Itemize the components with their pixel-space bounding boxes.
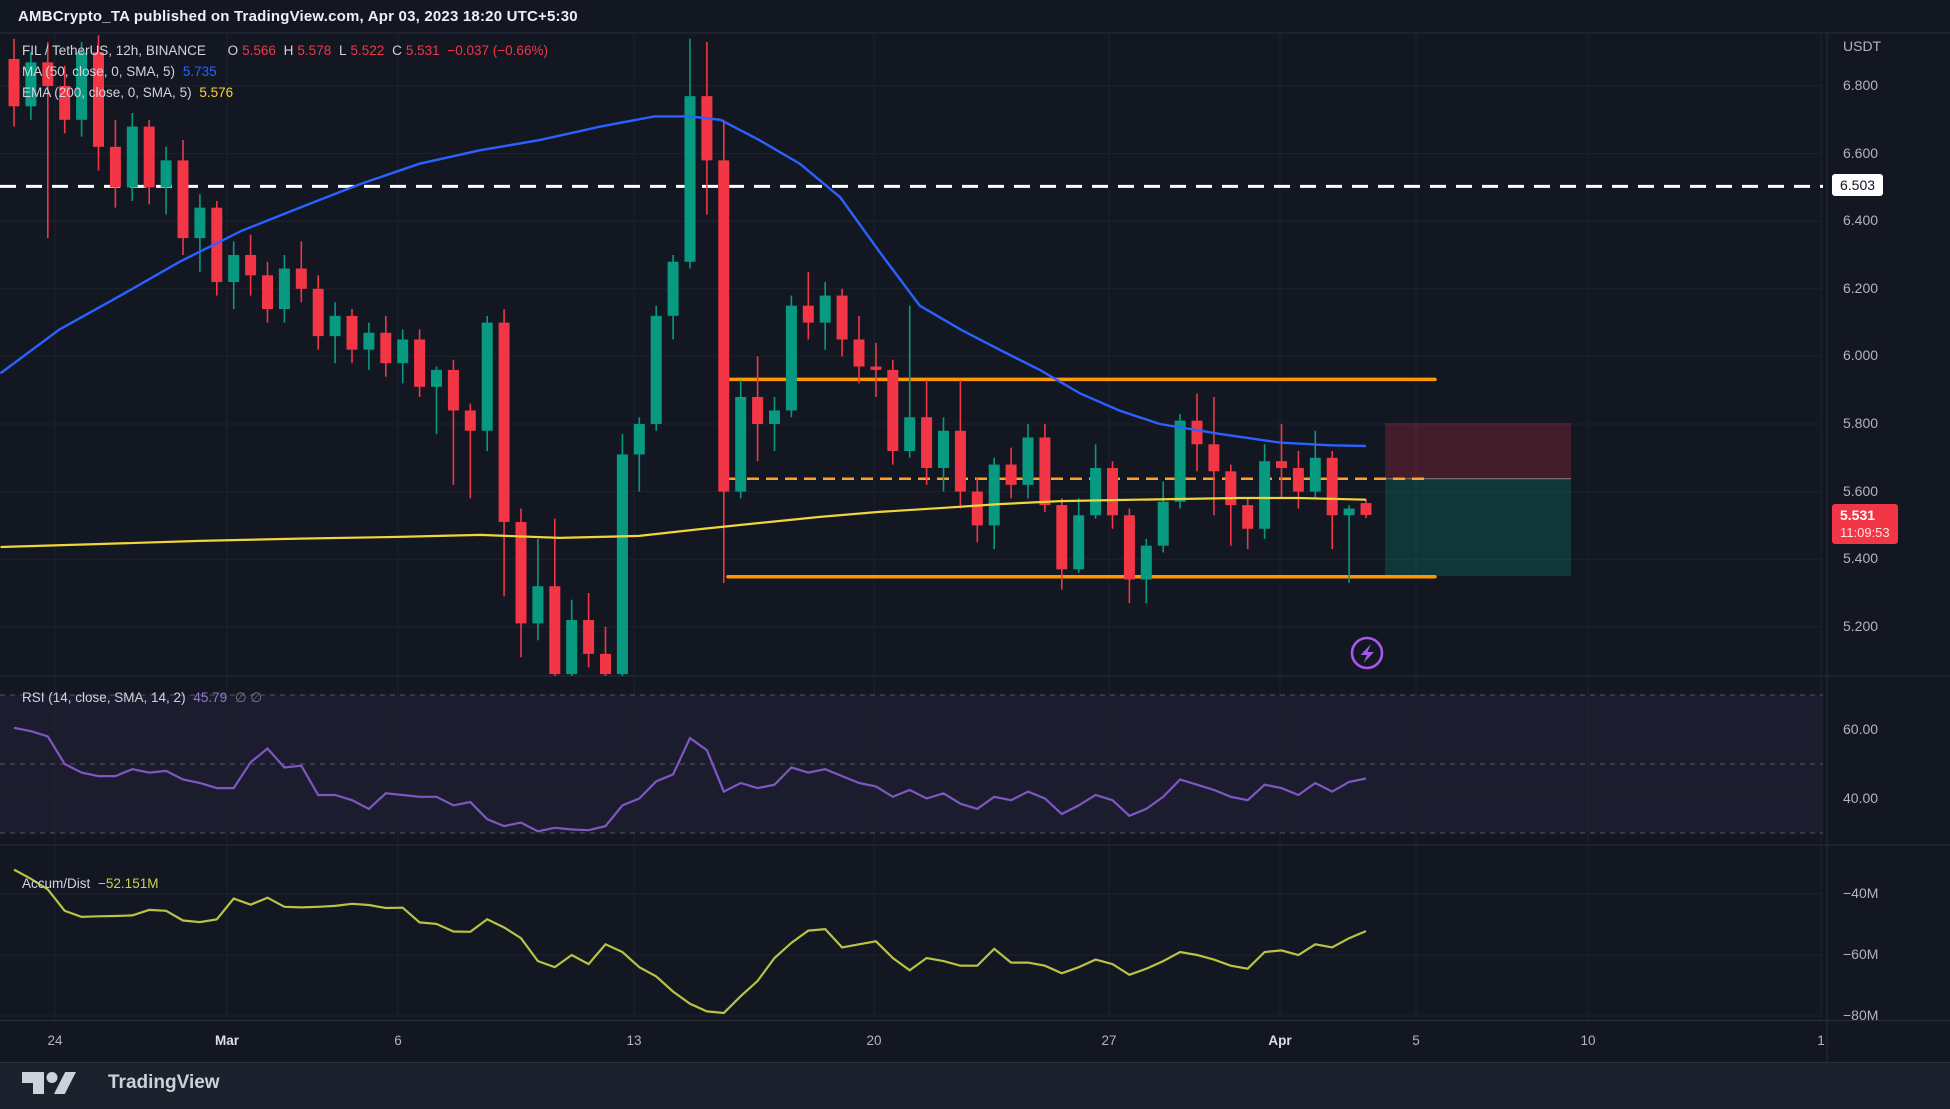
ohlc-close-value: 5.531 bbox=[405, 43, 440, 58]
lightning-icon bbox=[1350, 636, 1384, 670]
last-price-chip[interactable]: 5.531 11:09:53 bbox=[1832, 503, 1898, 544]
time-tick: 5 bbox=[1412, 1033, 1420, 1048]
time-tick: 13 bbox=[626, 1033, 642, 1048]
price-tick: 6.400 bbox=[1843, 212, 1879, 229]
bottom-margin bbox=[0, 1063, 1950, 1109]
rsi-legend-row[interactable]: RSI (14, close, SMA, 14, 2) 45.79 ∅ ∅ bbox=[22, 690, 266, 706]
time-tick-month: Mar bbox=[214, 1033, 240, 1048]
rsi-label[interactable]: RSI (14, close, SMA, 14, 2) bbox=[22, 690, 186, 705]
bar-countdown: 11:09:53 bbox=[1840, 524, 1890, 540]
price-tick: 5.400 bbox=[1843, 550, 1879, 567]
time-axis-separator-bottom bbox=[0, 1062, 1950, 1063]
ohlc-low-label: L bbox=[338, 43, 347, 58]
ohlc-close-label: C bbox=[392, 43, 402, 58]
ema-value: 5.576 bbox=[199, 85, 234, 100]
tradingview-watermark[interactable]: TradingView bbox=[20, 1068, 220, 1098]
accdist-tick: −80M bbox=[1843, 1007, 1879, 1023]
price-tick: 6.000 bbox=[1843, 347, 1879, 364]
accdist-tick: −60M bbox=[1843, 946, 1879, 962]
time-tick: 1 bbox=[1817, 1033, 1825, 1048]
rsi-line bbox=[13, 726, 1367, 833]
accdist-legend-row[interactable]: Accum/Dist −52.151M bbox=[22, 876, 162, 891]
ma-label[interactable]: MA (50, close, 0, SMA, 5) bbox=[22, 64, 176, 79]
price-tick: 5.600 bbox=[1843, 482, 1879, 499]
accdist-line bbox=[13, 868, 1367, 1015]
ohlc-open-label: O bbox=[227, 43, 239, 58]
price-tick: 6.600 bbox=[1843, 144, 1879, 161]
rsi-tick: 60.00 bbox=[1843, 720, 1879, 737]
alert-level-chip[interactable]: 6.503 bbox=[1832, 174, 1884, 197]
alert-level-price: 6.503 bbox=[1840, 177, 1876, 194]
time-tick: 20 bbox=[866, 1033, 882, 1048]
ma50-line bbox=[0, 115, 1367, 448]
last-price-value: 5.531 bbox=[1840, 506, 1876, 523]
change-value: −0.037 (−0.66%) bbox=[447, 43, 548, 58]
time-tick: 24 bbox=[47, 1033, 63, 1048]
price-tick: 6.200 bbox=[1843, 279, 1879, 296]
ohlc-high-value: 5.578 bbox=[297, 43, 332, 58]
candlestick-series bbox=[8, 35, 1372, 676]
rsi-tick: 40.00 bbox=[1843, 789, 1879, 806]
accdist-value: −52.151M bbox=[98, 876, 159, 891]
ohlc-high-label: H bbox=[283, 43, 294, 58]
time-tick-month: Apr bbox=[1268, 1033, 1292, 1048]
accdist-label[interactable]: Accum/Dist bbox=[22, 876, 91, 891]
rsi-value: 45.79 bbox=[193, 690, 228, 705]
ema-label[interactable]: EMA (200, close, 0, SMA, 5) bbox=[22, 85, 192, 100]
price-tick: 5.200 bbox=[1843, 617, 1879, 634]
price-axis-currency: USDT bbox=[1843, 38, 1882, 54]
time-tick: 10 bbox=[1580, 1033, 1596, 1048]
ma-value: 5.735 bbox=[182, 64, 217, 79]
price-tick: 5.800 bbox=[1843, 415, 1879, 431]
ema-legend-row[interactable]: EMA (200, close, 0, SMA, 5) 5.576 bbox=[22, 85, 237, 100]
ema200-line bbox=[0, 496, 1367, 549]
publish-header: AMBCrypto_TA published on TradingView.co… bbox=[18, 8, 578, 25]
lightning-bolt bbox=[1360, 644, 1374, 663]
price-tick: 6.800 bbox=[1843, 77, 1879, 93]
ma-legend-row[interactable]: MA (50, close, 0, SMA, 5) 5.735 bbox=[22, 64, 221, 79]
tradingview-logo-icon bbox=[22, 1072, 76, 1094]
symbol-legend-row[interactable]: FIL / TetherUS, 12h, BINANCE O 5.566 H 5.5… bbox=[22, 43, 552, 58]
time-tick: 27 bbox=[1101, 1033, 1117, 1048]
time-tick: 6 bbox=[394, 1033, 402, 1048]
ohlc-low-value: 5.522 bbox=[350, 43, 385, 58]
time-axis-separator bbox=[0, 1020, 1950, 1021]
symbol-title[interactable]: FIL / TetherUS, 12h, BINANCE bbox=[22, 43, 206, 58]
rsi-hidden-values: ∅ ∅ bbox=[234, 690, 263, 705]
accdist-tick: −40M bbox=[1843, 885, 1879, 901]
tradingview-wordmark: TradingView bbox=[108, 1072, 220, 1093]
ohlc-open-value: 5.566 bbox=[242, 43, 276, 58]
